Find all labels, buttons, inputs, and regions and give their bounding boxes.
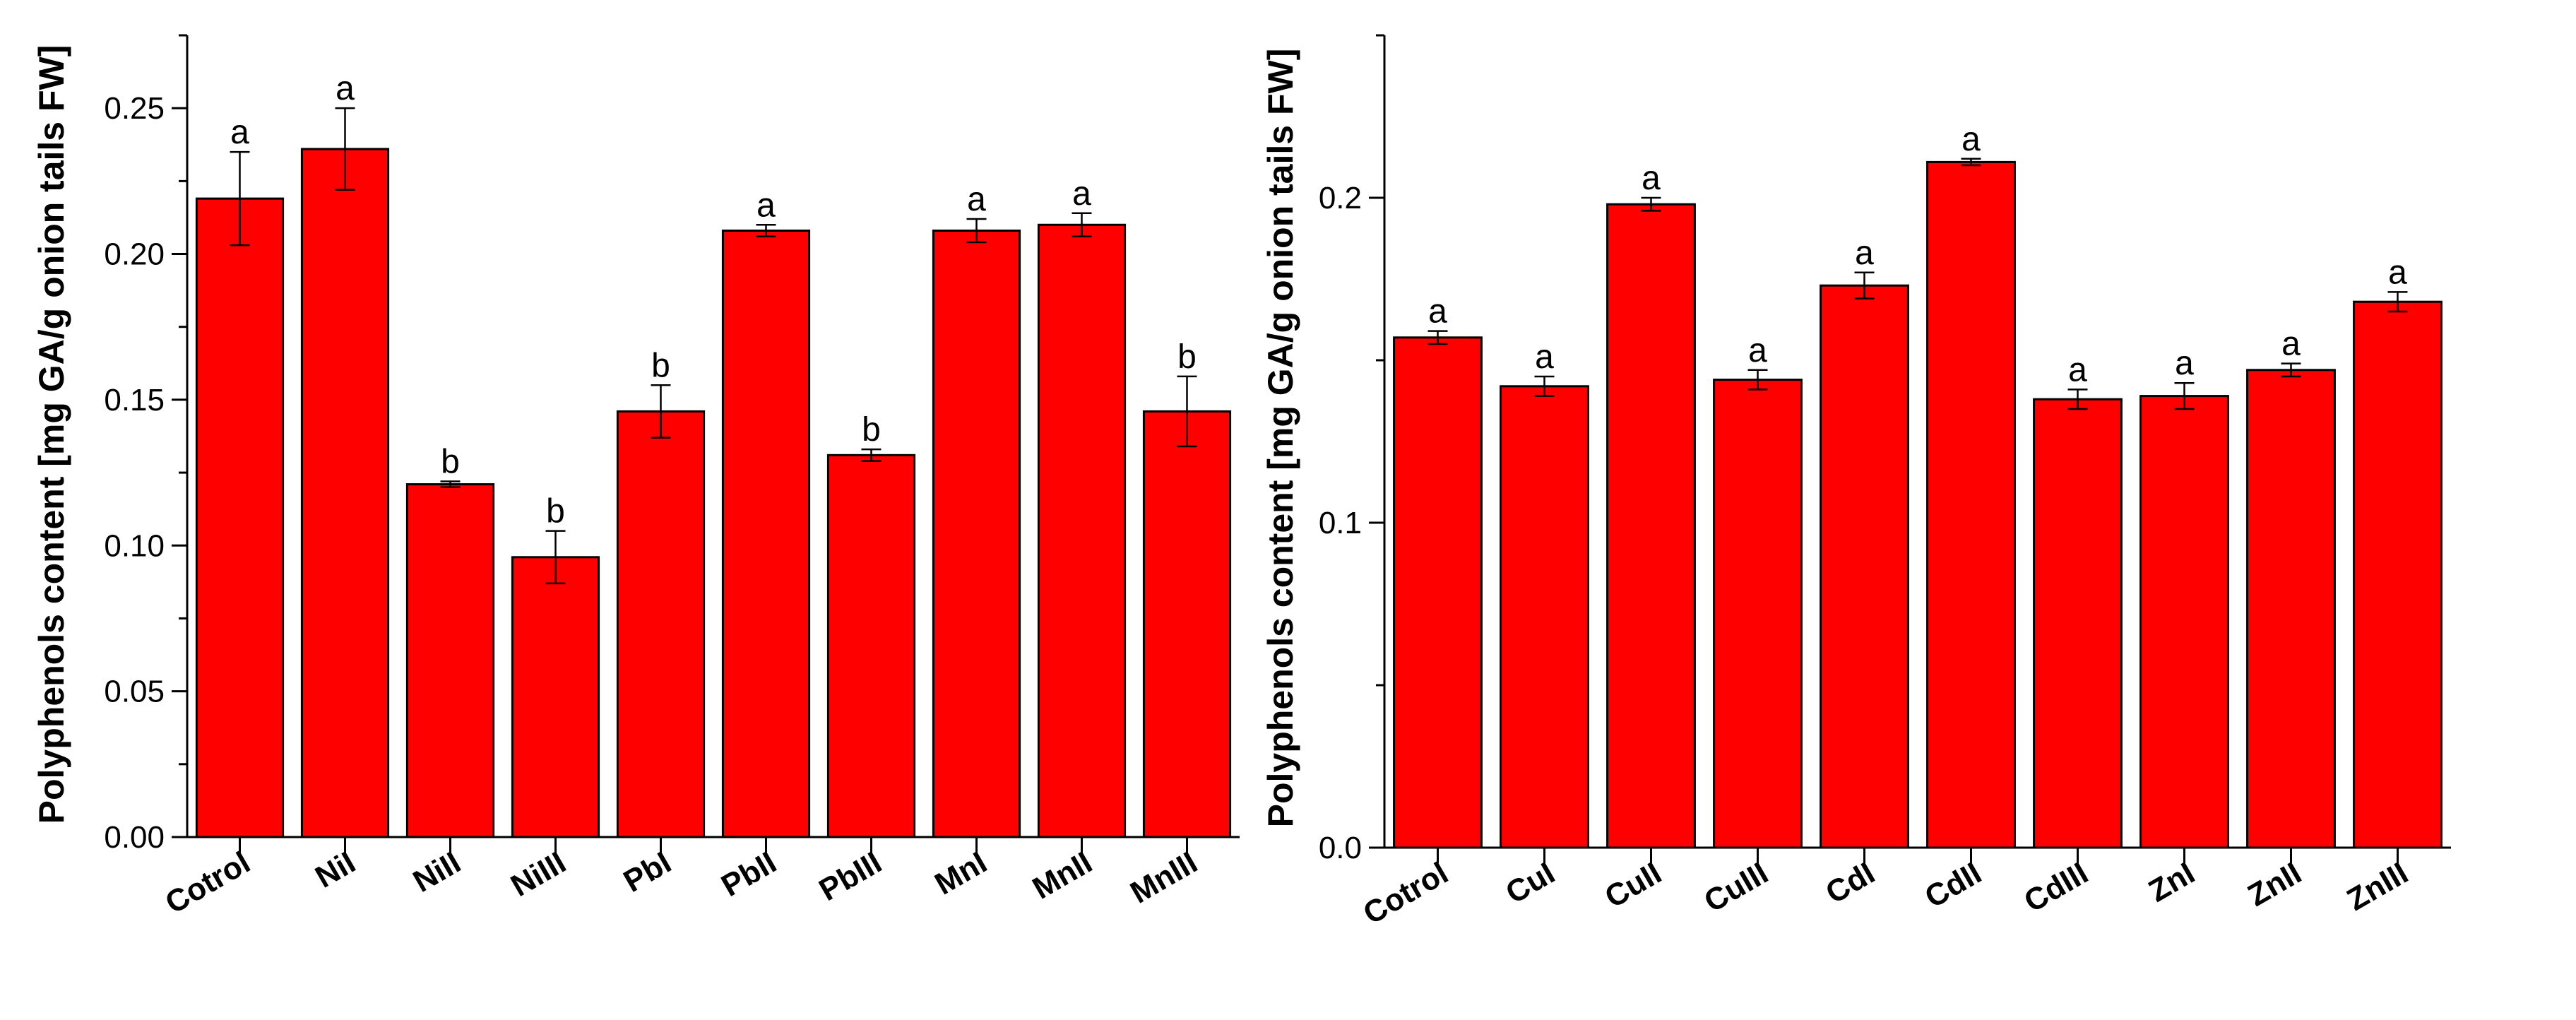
bar-cdi bbox=[1820, 284, 1909, 849]
y-axis-title: Polyphenols content [mg GA/g onion tails… bbox=[32, 45, 71, 824]
error-bar bbox=[966, 218, 987, 244]
error-bar bbox=[1177, 375, 1197, 448]
bar-nii bbox=[300, 148, 390, 838]
category-label: ZnIII bbox=[2341, 855, 2414, 918]
bar-pbiii bbox=[826, 453, 916, 838]
bar-mni bbox=[932, 230, 1021, 838]
bar-niiii bbox=[511, 556, 600, 838]
significance-label: a bbox=[2068, 351, 2087, 389]
y-tick-label: 0.2 bbox=[1319, 181, 1362, 215]
bar-cui bbox=[1500, 385, 1589, 849]
significance-label: b bbox=[441, 443, 460, 480]
y-tick-label: 0.10 bbox=[104, 528, 165, 563]
category-label: PbI bbox=[618, 845, 677, 899]
y-tick-label: 0.0 bbox=[1319, 831, 1362, 865]
error-bar bbox=[1534, 375, 1555, 397]
category-label: Cotrol bbox=[160, 845, 256, 920]
significance-label: a bbox=[2388, 254, 2407, 291]
bar-zniii bbox=[2353, 300, 2443, 849]
significance-label: a bbox=[1428, 293, 1447, 331]
significance-label: a bbox=[230, 114, 249, 151]
bar-mniii bbox=[1142, 410, 1232, 838]
error-bar bbox=[2174, 381, 2195, 410]
y-axis-title: Polyphenols content [mg GA/g onion tails… bbox=[1261, 49, 1300, 828]
significance-label: b bbox=[862, 411, 881, 449]
significance-label: a bbox=[336, 70, 355, 107]
left-chart: a Cotrol a NiI b NiII b NiIII b PbI a PbII b PbIII a Mn… bbox=[32, 34, 1240, 920]
bar-cotrol bbox=[195, 197, 285, 838]
error-bar bbox=[1854, 271, 1875, 300]
significance-label: a bbox=[1072, 175, 1091, 213]
error-bar bbox=[230, 150, 250, 247]
y-tick-label: 0.25 bbox=[104, 91, 165, 126]
significance-label: a bbox=[1961, 121, 1981, 158]
bar-znii bbox=[2246, 369, 2336, 849]
category-label: ZnII bbox=[2242, 855, 2307, 913]
category-label: CuIII bbox=[1698, 855, 1774, 919]
y-tick-label: 0.05 bbox=[104, 675, 165, 709]
significance-label: b bbox=[546, 493, 565, 530]
error-bar bbox=[2387, 291, 2408, 313]
y-tick-label: 0.15 bbox=[104, 383, 165, 417]
error-bar bbox=[1641, 196, 1661, 212]
bar-cuiii bbox=[1713, 379, 1803, 849]
error-bar bbox=[440, 480, 461, 488]
error-bar bbox=[1747, 369, 1768, 391]
significance-label: a bbox=[1748, 332, 1767, 369]
significance-label: a bbox=[967, 181, 986, 218]
error-bar bbox=[2281, 362, 2301, 378]
significance-label: a bbox=[756, 186, 776, 224]
category-label: MnII bbox=[1027, 845, 1098, 906]
significance-label: a bbox=[2281, 326, 2301, 363]
right-chart: a Cotrol a CuI a CuII a CuIII a CdI a CdII a CdIII a Zn… bbox=[1261, 34, 2451, 931]
error-bar bbox=[756, 224, 776, 238]
category-label: CdIII bbox=[2018, 855, 2094, 919]
category-label: MnIII bbox=[1124, 845, 1203, 911]
significance-label: a bbox=[1855, 235, 1874, 272]
error-bar bbox=[1961, 158, 1981, 167]
category-label: CuI bbox=[1500, 855, 1561, 911]
error-bar bbox=[651, 384, 671, 439]
error-bar bbox=[1072, 212, 1092, 238]
error-bar bbox=[335, 107, 355, 191]
category-label: NiI bbox=[309, 845, 361, 895]
bar-pbii bbox=[721, 230, 811, 838]
bar-mnii bbox=[1037, 223, 1127, 838]
category-label: ZnI bbox=[2143, 855, 2201, 908]
bar-cuii bbox=[1606, 203, 1696, 849]
error-bar bbox=[2067, 389, 2088, 410]
category-label: Cotrol bbox=[1358, 855, 1454, 931]
bar-zni bbox=[2139, 395, 2229, 849]
category-label: PbII bbox=[716, 845, 782, 903]
category-label: NiII bbox=[408, 845, 467, 899]
bar-cdii bbox=[1926, 160, 2016, 849]
error-bar bbox=[861, 448, 882, 462]
significance-label: b bbox=[651, 347, 670, 384]
bar-niii bbox=[405, 483, 495, 838]
bar-pbi bbox=[616, 410, 706, 838]
category-label: CdI bbox=[1820, 855, 1881, 911]
bar-cdiii bbox=[2033, 398, 2123, 849]
significance-label: a bbox=[1642, 160, 1661, 197]
category-label: CuII bbox=[1599, 855, 1667, 915]
category-label: PbIII bbox=[814, 845, 888, 908]
bar-cotrol bbox=[1393, 336, 1483, 849]
y-tick-label: 0.1 bbox=[1319, 506, 1362, 540]
category-label: MnI bbox=[929, 845, 992, 901]
category-label: NiIII bbox=[505, 845, 571, 903]
error-bar bbox=[545, 530, 566, 585]
significance-label: b bbox=[1177, 338, 1197, 376]
y-tick-label: 0.00 bbox=[104, 820, 165, 855]
error-bar bbox=[1428, 330, 1448, 345]
y-tick-label: 0.20 bbox=[104, 237, 165, 272]
category-label: CdII bbox=[1919, 855, 1987, 915]
significance-label: a bbox=[2175, 345, 2194, 382]
significance-label: a bbox=[1535, 338, 1554, 376]
